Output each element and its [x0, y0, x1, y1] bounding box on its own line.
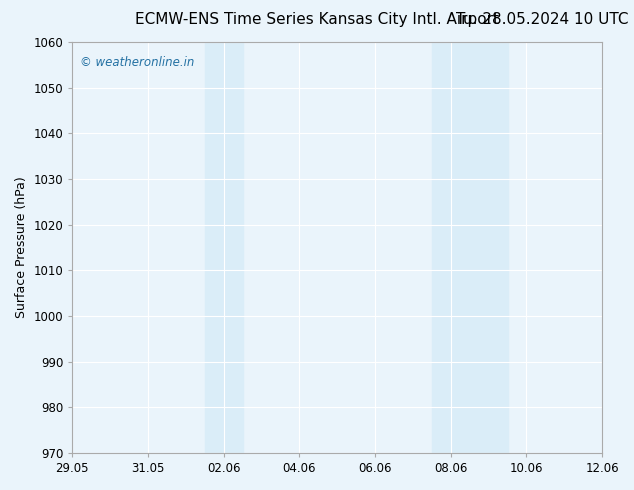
Y-axis label: Surface Pressure (hPa): Surface Pressure (hPa) [15, 176, 28, 318]
Text: ECMW-ENS Time Series Kansas City Intl. Airport: ECMW-ENS Time Series Kansas City Intl. A… [135, 12, 499, 27]
Text: Tu. 28.05.2024 10 UTC: Tu. 28.05.2024 10 UTC [456, 12, 629, 27]
Bar [432, 42, 470, 453]
Bar [205, 42, 243, 453]
Text: © weatheronline.in: © weatheronline.in [81, 56, 195, 70]
Bar [470, 42, 508, 453]
Title: ECMW-ENS Time Series Kansas City Intl. Airport      Tu. 28.05.2024 10 UTC: ECMW-ENS Time Series Kansas City Intl. A… [0, 489, 1, 490]
